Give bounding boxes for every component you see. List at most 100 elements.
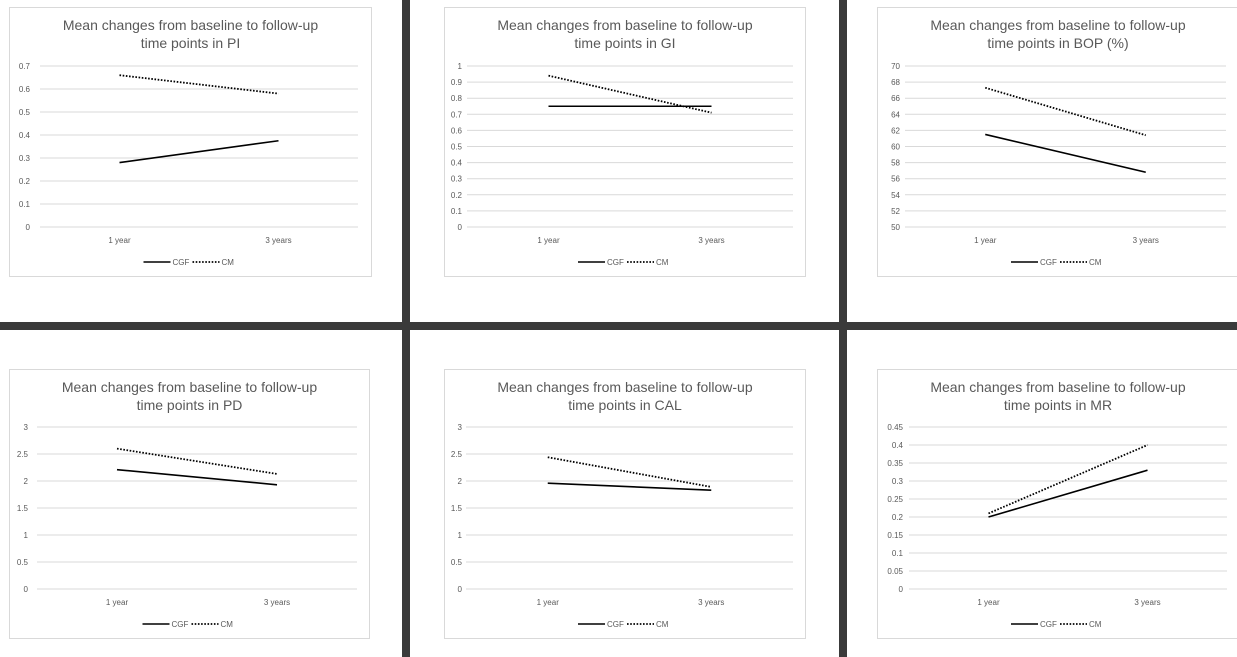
y-tick-label: 0.3	[19, 154, 31, 163]
x-tick-label: 1 year	[974, 236, 997, 245]
y-tick-label: 0.1	[892, 549, 904, 558]
series-line-cm	[984, 86, 1147, 137]
y-tick-label: 0.5	[17, 558, 29, 567]
y-tick-label: 2.5	[451, 450, 463, 459]
y-tick-label: 56	[891, 175, 900, 184]
y-tick-label: 0.1	[19, 200, 31, 209]
chart-title-line: Mean changes from baseline to follow-up	[930, 17, 1185, 33]
x-tick-label: 1 year	[108, 236, 131, 245]
y-tick-label: 0.5	[19, 108, 31, 117]
legend-label-cm: CM	[656, 620, 669, 629]
chart-pd: Mean changes from baseline to follow-up t…	[17, 379, 357, 629]
chart-title-line: time points in CAL	[568, 397, 682, 413]
chart-title-line: Mean changes from baseline to follow-up	[62, 379, 317, 395]
x-tick-label: 3 years	[265, 236, 291, 245]
y-tick-label: 60	[891, 143, 900, 152]
y-tick-label: 54	[891, 191, 900, 200]
chart-title-line: Mean changes from baseline to follow-up	[63, 17, 318, 33]
series-line-cm	[548, 74, 712, 114]
y-tick-label: 0.7	[19, 62, 31, 71]
chart-title-line: time points in GI	[574, 35, 675, 51]
y-tick-label: 0.2	[451, 191, 463, 200]
x-tick-label: 3 years	[264, 598, 290, 607]
y-tick-label: 0.4	[19, 131, 31, 140]
y-tick-label: 0.45	[887, 423, 903, 432]
x-tick-label: 1 year	[106, 598, 129, 607]
series-line-cgf	[547, 482, 712, 491]
chart-gi: Mean changes from baseline to follow-up t…	[451, 17, 793, 267]
y-tick-label: 58	[891, 159, 900, 168]
chart-cal: Mean changes from baseline to follow-up t…	[451, 379, 793, 629]
y-tick-label: 1	[458, 531, 463, 540]
y-tick-label: 0	[899, 585, 904, 594]
y-tick-label: 3	[458, 423, 463, 432]
chart-panel-mr: Mean changes from baseline to follow-up t…	[847, 330, 1237, 657]
y-tick-label: 1	[458, 62, 463, 71]
y-tick-label: 0.3	[892, 477, 904, 486]
series-line-cgf	[119, 139, 279, 164]
legend-label-cgf: CGF	[1040, 258, 1057, 267]
y-tick-label: 0	[458, 585, 463, 594]
y-tick-label: 1.5	[451, 504, 463, 513]
y-tick-label: 0.8	[451, 94, 463, 103]
legend-label-cgf: CGF	[1040, 620, 1057, 629]
y-tick-label: 0	[458, 223, 463, 232]
legend-label-cm: CM	[656, 258, 669, 267]
chart-frame	[877, 7, 1237, 277]
y-tick-label: 2	[458, 477, 463, 486]
chart-title-line: Mean changes from baseline to follow-up	[497, 17, 752, 33]
x-tick-label: 1 year	[537, 598, 560, 607]
chart-title-line: Mean changes from baseline to follow-up	[930, 379, 1185, 395]
chart-frame	[444, 7, 806, 277]
y-tick-label: 2.5	[17, 450, 29, 459]
legend-label-cm: CM	[221, 620, 234, 629]
chart-title-line: time points in MR	[1004, 397, 1112, 413]
y-tick-label: 50	[891, 223, 900, 232]
y-tick-label: 0.5	[451, 143, 463, 152]
chart-frame	[9, 369, 370, 639]
chart-title-line: time points in PD	[137, 397, 243, 413]
y-tick-label: 52	[891, 207, 900, 216]
y-tick-label: 0.5	[451, 558, 463, 567]
y-tick-label: 0	[24, 585, 29, 594]
series-line-cm	[547, 456, 712, 488]
y-tick-label: 0.1	[451, 207, 463, 216]
legend-label-cgf: CGF	[607, 620, 624, 629]
y-tick-label: 0.25	[887, 495, 903, 504]
y-tick-label: 0.6	[19, 85, 31, 94]
x-tick-label: 3 years	[698, 236, 724, 245]
y-tick-label: 1.5	[17, 504, 29, 513]
legend-label-cgf: CGF	[172, 620, 189, 629]
x-tick-label: 3 years	[698, 598, 724, 607]
y-tick-label: 0.2	[19, 177, 31, 186]
y-tick-label: 66	[891, 94, 900, 103]
y-tick-label: 2	[24, 477, 29, 486]
series-line-cm	[119, 74, 279, 95]
y-tick-label: 1	[24, 531, 29, 540]
chart-panel-pd: Mean changes from baseline to follow-up t…	[0, 330, 402, 657]
chart-title-line: Mean changes from baseline to follow-up	[497, 379, 752, 395]
x-tick-label: 3 years	[1133, 236, 1159, 245]
legend-label-cgf: CGF	[607, 258, 624, 267]
legend-label-cm: CM	[222, 258, 235, 267]
y-tick-label: 70	[891, 62, 900, 71]
chart-panel-gi: Mean changes from baseline to follow-up t…	[410, 0, 839, 322]
legend-label-cm: CM	[1089, 258, 1102, 267]
chart-title-line: time points in BOP (%)	[987, 35, 1128, 51]
y-tick-label: 0.7	[451, 110, 463, 119]
series-line-cm	[988, 444, 1148, 515]
y-tick-label: 3	[24, 423, 29, 432]
y-tick-label: 0	[26, 223, 31, 232]
y-tick-label: 0.3	[451, 175, 463, 184]
y-tick-label: 0.4	[892, 441, 904, 450]
series-line-cgf	[988, 469, 1148, 518]
chart-panel-pi: Mean changes from baseline to follow-up t…	[0, 0, 402, 322]
chart-frame	[9, 7, 372, 277]
y-tick-label: 0.4	[451, 159, 463, 168]
chart-pi: Mean changes from baseline to follow-up t…	[19, 17, 358, 267]
chart-bop: Mean changes from baseline to follow-up t…	[891, 17, 1226, 267]
y-tick-label: 0.6	[451, 126, 463, 135]
chart-title-line: time points in PI	[141, 35, 241, 51]
chart-panel-bop: Mean changes from baseline to follow-up t…	[847, 0, 1237, 322]
x-tick-label: 3 years	[1134, 598, 1160, 607]
